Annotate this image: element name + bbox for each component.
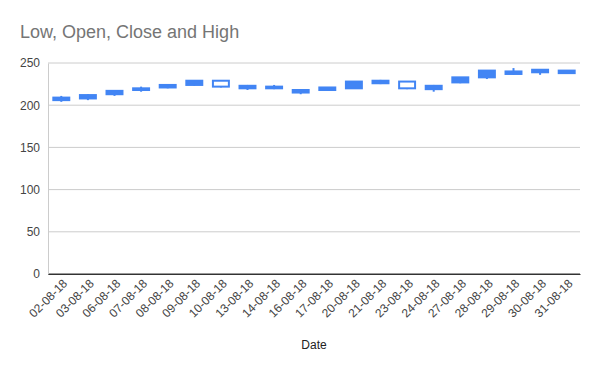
candle	[452, 77, 468, 83]
y-tick-label: 200	[20, 99, 40, 113]
candle-body	[452, 77, 468, 82]
candle	[532, 70, 548, 75]
grid-line	[48, 105, 580, 106]
candles	[53, 68, 574, 102]
y-tick-label: 50	[27, 225, 41, 239]
y-tick: 0	[33, 267, 48, 281]
candle-body	[293, 90, 309, 93]
candle-body	[240, 86, 256, 89]
candle-body	[479, 71, 495, 78]
candle	[373, 80, 389, 84]
grid-line	[48, 63, 580, 64]
y-tick: 100	[20, 183, 48, 197]
grid	[48, 63, 580, 274]
candle	[186, 81, 202, 86]
candle-body	[399, 82, 415, 89]
candle-body	[80, 95, 96, 98]
candle-body	[160, 85, 176, 88]
x-axis-title: Date	[301, 338, 327, 352]
y-axis-line	[48, 64, 49, 275]
candle	[107, 90, 123, 96]
candle-body	[506, 71, 522, 74]
candle-body	[346, 82, 362, 89]
x-tick-label: 31-08-18	[532, 276, 576, 320]
candle	[346, 82, 362, 89]
candle	[213, 81, 229, 88]
candle-body	[319, 87, 335, 90]
x-axis: 02-08-1803-08-1806-08-1807-08-1808-08-18…	[26, 274, 580, 320]
candle-body	[133, 88, 149, 90]
chart: Low, Open, Close and High 0 50 100 150 200 250…	[0, 0, 600, 371]
y-tick: 50	[27, 225, 48, 239]
candle	[133, 87, 149, 92]
grid-line	[48, 147, 580, 148]
candle-body	[373, 81, 389, 84]
candle-body	[53, 98, 69, 101]
candle	[426, 85, 442, 92]
grid-line	[48, 231, 580, 232]
y-tick: 200	[20, 99, 48, 113]
candle-body	[426, 86, 442, 89]
plot: 0 50 100 150 200 250 02-08-1803-08-1806-08-180…	[20, 56, 581, 320]
grid-line	[48, 189, 580, 190]
x-axis-line	[49, 274, 581, 275]
candle	[53, 96, 69, 102]
y-tick-label: 150	[20, 141, 40, 155]
candle	[559, 71, 575, 74]
y-tick: 150	[20, 141, 48, 155]
x-tick: 31-08-18	[532, 274, 576, 320]
candle	[240, 85, 256, 90]
y-axis: 0 50 100 150 200 250	[20, 56, 49, 281]
candle-body	[266, 87, 282, 89]
candle-body	[107, 91, 123, 94]
candle	[319, 87, 335, 90]
candle-body	[186, 81, 202, 85]
candle	[399, 82, 415, 90]
candle	[80, 94, 96, 100]
candle-body	[532, 70, 548, 73]
y-tick: 250	[20, 56, 48, 70]
candle	[479, 71, 495, 79]
candle-body	[559, 71, 575, 74]
y-tick-label: 0	[33, 267, 40, 281]
title: Low, Open, Close and High	[20, 22, 239, 42]
candle	[293, 89, 309, 94]
y-tick-label: 250	[20, 56, 40, 70]
candle-body	[213, 81, 229, 87]
candle	[266, 85, 282, 89]
y-tick-label: 100	[20, 183, 40, 197]
candle	[160, 84, 176, 88]
grid-line	[48, 274, 580, 275]
candle	[506, 68, 522, 75]
